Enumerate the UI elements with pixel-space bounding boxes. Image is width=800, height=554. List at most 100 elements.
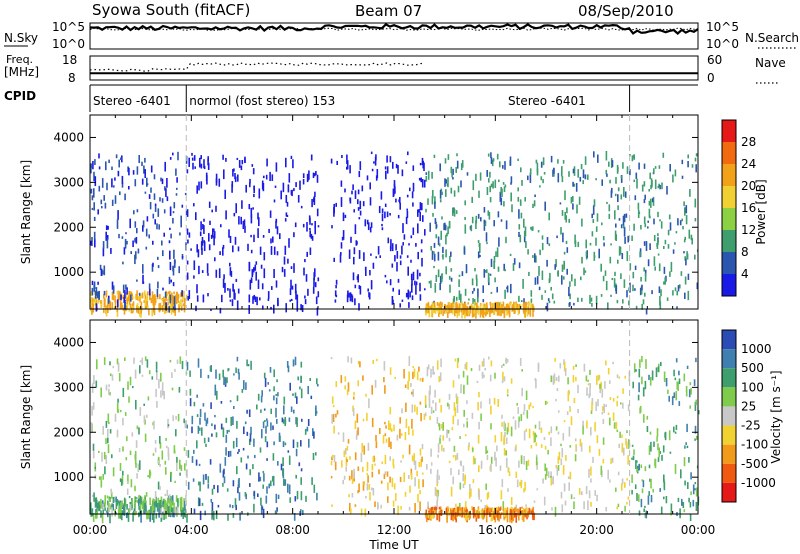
colorbar-swatch (722, 406, 736, 426)
scatter-point (105, 225, 108, 231)
scatter-point (175, 506, 178, 511)
scatter-point (247, 243, 249, 251)
scatter-point (536, 461, 538, 470)
scatter-point (172, 295, 174, 298)
scatter-point (685, 386, 688, 392)
scatter-point (621, 434, 623, 438)
scatter-point (550, 478, 553, 486)
scatter-point (492, 511, 495, 519)
scatter-point (468, 442, 470, 448)
scatter-point (493, 260, 495, 269)
scatter-point (563, 276, 565, 280)
colorbar-tick-label: 4 (741, 267, 749, 281)
scatter-point (522, 411, 525, 415)
scatter-point (632, 381, 634, 389)
scatter-point (620, 194, 623, 200)
scatter-point (243, 219, 246, 226)
scatter-point (223, 468, 225, 475)
scatter-point (685, 389, 688, 397)
scatter-point (570, 494, 573, 500)
scatter-point (692, 499, 695, 507)
scatter-point (161, 382, 164, 389)
scatter-point (458, 279, 460, 287)
scatter-point (580, 442, 583, 452)
scatter-point (302, 178, 305, 185)
scatter-point (406, 255, 409, 258)
scatter-point (607, 469, 609, 480)
scatter-point (572, 168, 575, 174)
scatter-point (184, 192, 187, 196)
scatter-point (506, 287, 508, 290)
scatter-point (596, 213, 599, 222)
scatter-point (507, 488, 509, 492)
scatter-point (439, 163, 441, 172)
scatter-point (460, 308, 463, 313)
scatter-point (199, 427, 201, 431)
scatter-point (442, 435, 445, 441)
scatter-point (456, 404, 459, 413)
scatter-point (414, 460, 417, 470)
colorbar-tick-label: -100 (741, 438, 768, 452)
scatter-point (138, 505, 140, 510)
scatter-point (690, 234, 693, 241)
scatter-point (177, 414, 180, 422)
scatter-point (253, 503, 255, 513)
scatter-point (126, 488, 129, 495)
scatter-point (463, 247, 466, 255)
scatter-point (111, 281, 114, 290)
scatter-point (419, 378, 422, 382)
scatter-point (572, 375, 575, 383)
scatter-point (353, 209, 355, 213)
scatter-point (490, 513, 493, 522)
scatter-point (466, 421, 468, 428)
scatter-point (309, 230, 311, 238)
scatter-point (550, 286, 552, 291)
scatter-point (260, 497, 262, 506)
scatter-point (430, 448, 432, 457)
scatter-point (173, 512, 175, 518)
scatter-point (359, 361, 361, 368)
scatter-point (169, 206, 172, 216)
scatter-point (475, 274, 478, 280)
scatter-point (158, 303, 160, 312)
scatter-point (279, 233, 281, 240)
scatter-point (544, 474, 547, 480)
scatter-point (614, 230, 617, 240)
scatter-point (205, 443, 207, 447)
scatter-point (440, 509, 443, 517)
scatter-point (111, 199, 114, 206)
scatter-point (397, 165, 399, 174)
scatter-point (193, 449, 195, 454)
scatter-point (384, 471, 387, 475)
scatter-point (266, 420, 269, 427)
scatter-point (427, 504, 429, 509)
scatter-point (557, 456, 560, 464)
scatter-point (430, 507, 433, 515)
scatter-point (259, 476, 262, 482)
scatter-point (331, 504, 333, 507)
scatter-point (683, 251, 685, 254)
scatter-point (614, 193, 617, 197)
scatter-point (179, 497, 182, 507)
scatter-point (541, 235, 544, 240)
scatter-point (136, 473, 138, 479)
scatter-point (294, 283, 297, 294)
scatter-point (193, 260, 196, 271)
colorbar-tick-label: 8 (741, 245, 749, 259)
scatter-point (414, 404, 416, 412)
scatter-point (437, 443, 440, 453)
scatter-point (91, 297, 94, 307)
scatter-point (438, 243, 441, 247)
scatter-point (634, 265, 637, 271)
scatter-point (616, 429, 619, 433)
scatter-point (212, 228, 214, 238)
scatter-point (277, 392, 279, 397)
scatter-point (421, 203, 423, 211)
scatter-point (287, 365, 290, 373)
scatter-point (151, 513, 154, 520)
scatter-point (215, 510, 218, 520)
scatter-point (200, 181, 203, 189)
scatter-point (240, 457, 243, 463)
scatter-point (376, 358, 378, 362)
scatter-point (405, 402, 407, 413)
